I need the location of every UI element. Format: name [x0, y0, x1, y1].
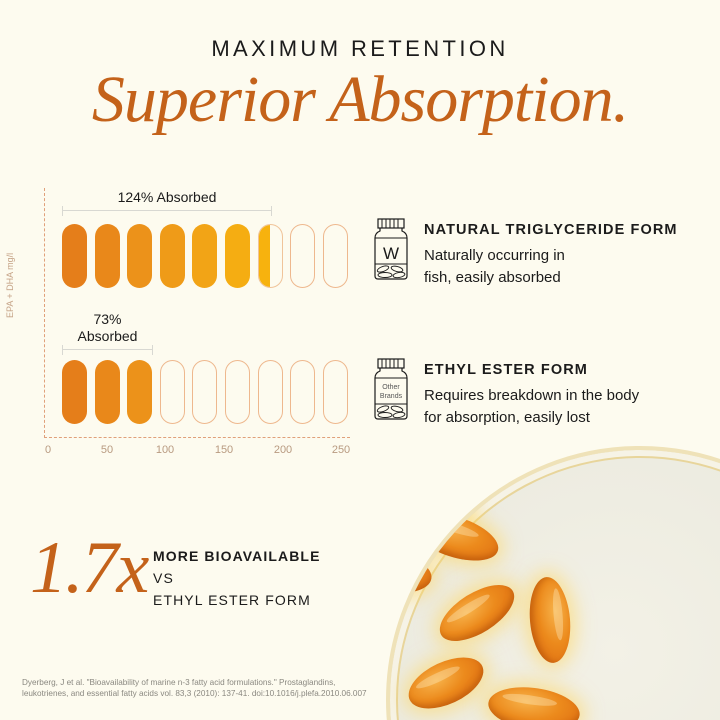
capsule [257, 224, 283, 288]
headline: Superior Absorption. [91, 63, 629, 136]
eyebrow-heading: MAXIMUM RETENTION [211, 36, 509, 61]
capsule [290, 224, 316, 288]
capsule [159, 224, 185, 288]
absorption-chart: EPA + DHA mg/l 0 50 100 150 200 250 124%… [0, 0, 370, 470]
svg-text:Brands: Brands [380, 393, 403, 400]
legend-description: Naturally occurring in fish, easily abso… [424, 247, 565, 286]
capsule [94, 360, 120, 424]
bioavailability-text: MORE BIOAVAILABLE VS ETHYL ESTER FORM [153, 548, 321, 608]
y-axis [44, 188, 45, 438]
x-tick: 200 [273, 444, 293, 456]
capsule [225, 360, 250, 424]
capsule [127, 360, 153, 424]
softgel [526, 575, 574, 665]
capsule [290, 360, 316, 424]
svg-text:W: W [383, 244, 399, 263]
citation: Dyerberg, J et al. "Bioavailability of m… [22, 678, 367, 698]
bottle-w-icon: W [374, 218, 408, 280]
x-tick: 50 [100, 444, 114, 456]
capsule [322, 360, 348, 424]
capsule [257, 360, 283, 424]
capsule [322, 224, 348, 288]
capsule [62, 224, 87, 288]
y-axis-label: EPA + DHA mg/l [5, 252, 15, 318]
bioavailability-multiplier: 1.7x [30, 527, 149, 609]
capsule [94, 224, 120, 288]
softgel [390, 542, 435, 600]
capsule [159, 360, 185, 424]
x-tick: 150 [214, 444, 234, 456]
capsule [62, 360, 87, 424]
softgel [430, 573, 524, 653]
capsule [192, 224, 218, 288]
row1-bracket [62, 206, 272, 220]
softgel [400, 647, 492, 719]
capsule [127, 224, 153, 288]
x-tick: 100 [155, 444, 175, 456]
softgel [485, 681, 583, 720]
row2-absorbed-label: 73% Absorbed [77, 311, 138, 344]
x-tick: 0 [44, 444, 52, 456]
legend-title: ETHYL ESTER FORM [424, 362, 588, 378]
x-axis [44, 437, 350, 438]
row2-bracket [62, 345, 153, 359]
softgel-petri-dish-image [386, 446, 720, 720]
bottle-other-brands-icon: Other Brands [374, 358, 408, 420]
capsule [192, 360, 218, 424]
legend-title: NATURAL TRIGLYCERIDE FORM [424, 222, 678, 238]
x-tick: 250 [331, 444, 351, 456]
svg-text:Other: Other [382, 384, 400, 391]
legend-description: Requires breakdown in the body for absor… [424, 387, 640, 426]
capsule [225, 224, 250, 288]
row1-absorbed-label: 124% Absorbed [117, 189, 217, 205]
